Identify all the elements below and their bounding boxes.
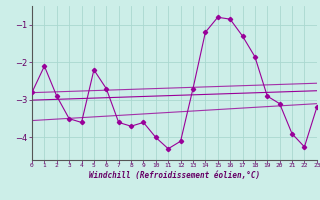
X-axis label: Windchill (Refroidissement éolien,°C): Windchill (Refroidissement éolien,°C) [89,171,260,180]
